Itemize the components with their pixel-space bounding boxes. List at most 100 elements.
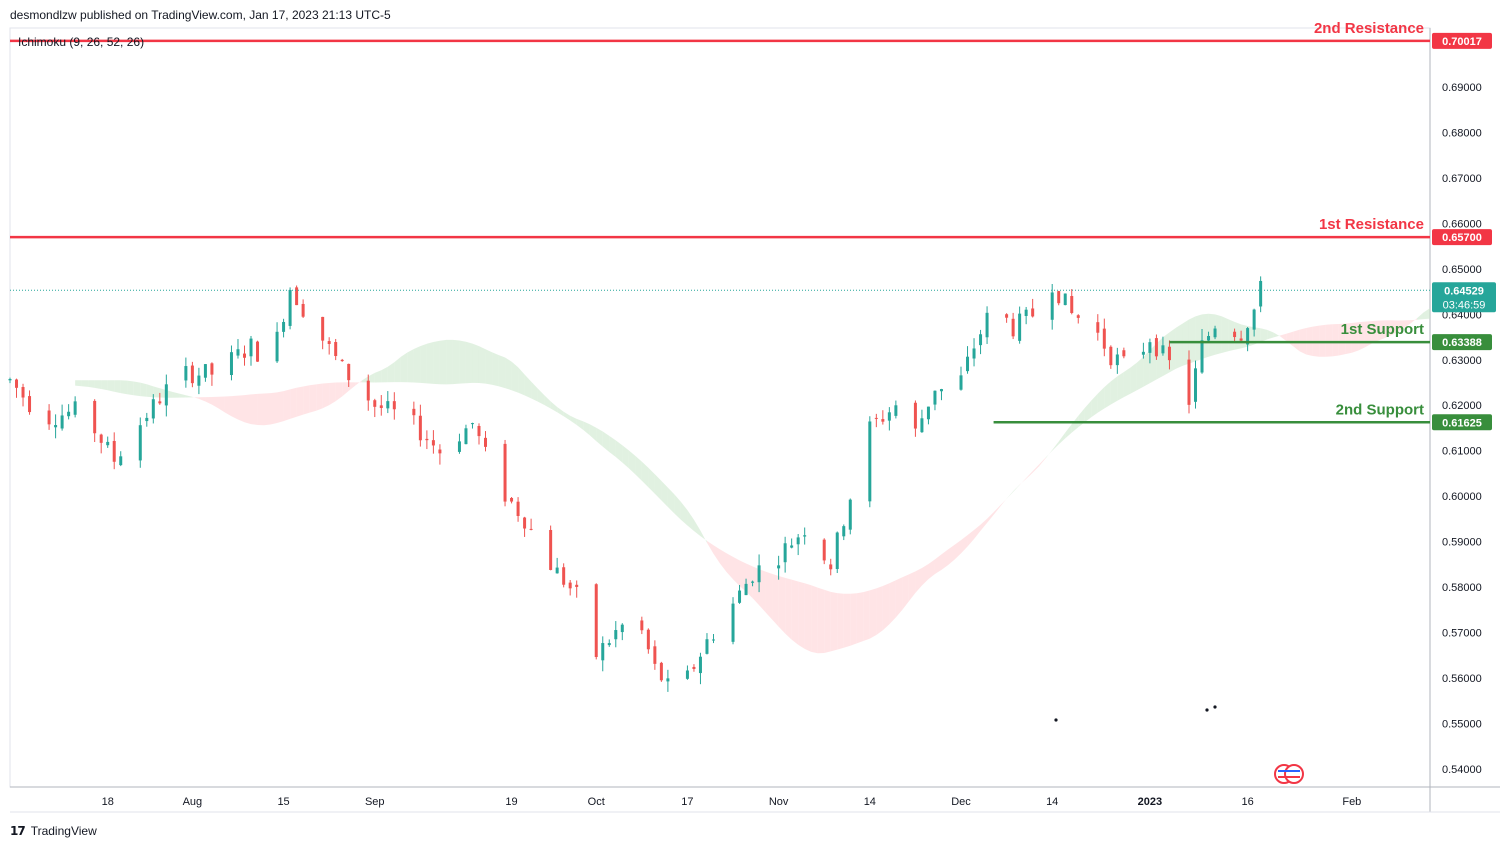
candle-body xyxy=(523,517,527,529)
candle-body xyxy=(659,662,663,681)
ichimoku-cloud-segment xyxy=(381,366,388,383)
candle-body xyxy=(373,400,377,407)
ichimoku-cloud-segment xyxy=(88,380,95,388)
ichimoku-cloud-segment xyxy=(231,395,238,420)
ichimoku-cloud-segment xyxy=(1332,323,1339,357)
candle-body xyxy=(1096,322,1100,333)
candle-body xyxy=(1239,338,1243,341)
ichimoku-cloud-segment xyxy=(166,390,173,398)
candle-body xyxy=(666,678,670,682)
ichimoku-cloud-segment xyxy=(889,580,896,625)
ichimoku-cloud-segment xyxy=(374,370,382,383)
candle-body xyxy=(692,666,696,669)
ichimoku-cloud-segment xyxy=(674,494,681,520)
ichimoku-cloud-segment xyxy=(368,372,375,383)
candle-body xyxy=(197,375,201,386)
ichimoku-cloud-segment xyxy=(811,585,818,654)
level-price-tag xyxy=(1432,334,1492,351)
candle-body xyxy=(386,401,390,409)
candle-body xyxy=(868,421,872,502)
candle-body xyxy=(1233,331,1237,338)
ichimoku-cloud-segment xyxy=(993,505,1001,515)
candle-body xyxy=(1213,328,1217,338)
ichimoku-cloud-segment xyxy=(1410,318,1417,324)
ichimoku-cloud-segment xyxy=(1175,323,1183,369)
candle-body xyxy=(438,449,442,454)
candle-body xyxy=(392,401,396,410)
candle-body xyxy=(972,348,976,359)
ichimoku-cloud-segment xyxy=(1032,464,1040,473)
ichimoku-cloud-segment xyxy=(1351,322,1359,353)
ichimoku-cloud-segment xyxy=(837,593,844,650)
ichimoku-cloud-segment xyxy=(726,553,734,580)
ichimoku-cloud-segment xyxy=(329,382,336,406)
ichimoku-cloud-segment xyxy=(531,381,538,402)
ichimoku-cloud-segment xyxy=(492,352,499,387)
ichimoku-cloud-segment xyxy=(1377,320,1385,341)
candle-body xyxy=(568,582,572,589)
ichimoku-cloud-segment xyxy=(159,388,167,398)
event-marker-dot xyxy=(1054,718,1058,722)
ichimoku-cloud-segment xyxy=(348,382,356,391)
candle-body xyxy=(757,565,761,583)
candle-body xyxy=(295,287,299,306)
candle-body xyxy=(431,440,435,446)
candle-body xyxy=(457,441,461,452)
candle-body xyxy=(229,352,233,376)
y-tick-label: 0.54000 xyxy=(1442,764,1482,776)
x-tick-label: 16 xyxy=(1241,796,1253,808)
level-label: 2nd Resistance xyxy=(1314,20,1424,37)
ichimoku-cloud-segment xyxy=(1169,327,1176,373)
ichimoku-cloud-segment xyxy=(146,384,154,398)
x-tick-label: Oct xyxy=(588,796,605,808)
candle-body xyxy=(731,603,735,642)
candle-body xyxy=(601,643,605,661)
candle-body xyxy=(1194,368,1198,402)
candle-body xyxy=(256,341,260,362)
candle-body xyxy=(711,639,715,641)
tradingview-logo-icon: 17 xyxy=(10,824,26,838)
ichimoku-cloud-segment xyxy=(1416,312,1424,320)
candle-body xyxy=(783,543,787,563)
ichimoku-cloud-segment xyxy=(1260,328,1268,342)
ichimoku-cloud-segment xyxy=(752,566,760,606)
x-tick-label: 19 xyxy=(505,796,517,808)
ichimoku-cloud-segment xyxy=(251,393,258,426)
ichimoku-cloud-segment xyxy=(537,388,545,405)
candle-body xyxy=(340,359,344,362)
ichimoku-cloud-segment xyxy=(1293,329,1300,352)
last-price-value: 0.64529 xyxy=(1444,285,1484,297)
candle-body xyxy=(594,584,598,657)
ichimoku-cloud-segment xyxy=(75,380,82,387)
candle-body xyxy=(790,545,794,548)
last-price-countdown: 03:46:59 xyxy=(1443,299,1486,311)
ichimoku-cloud-segment xyxy=(439,339,447,385)
ichimoku-cloud-segment xyxy=(895,577,903,618)
level-label: 2nd Support xyxy=(1336,401,1424,418)
ichimoku-cloud-segment xyxy=(954,540,962,560)
ichimoku-cloud-segment xyxy=(1097,387,1105,413)
ichimoku-cloud-segment xyxy=(446,339,453,385)
ichimoku-cloud-segment xyxy=(824,589,831,654)
ichimoku-cloud-segment xyxy=(778,576,786,634)
ichimoku-cloud-segment xyxy=(1136,356,1144,391)
y-tick-label: 0.62000 xyxy=(1442,400,1482,412)
ichimoku-cloud-segment xyxy=(1423,308,1430,320)
ichimoku-cloud-segment xyxy=(218,396,225,413)
candle-body xyxy=(158,401,162,404)
candle-body xyxy=(236,349,240,356)
ichimoku-cloud-segment xyxy=(244,394,252,425)
candle-body xyxy=(620,624,624,633)
ichimoku-cloud-segment xyxy=(1364,321,1372,348)
x-tick-label: 15 xyxy=(277,796,289,808)
footer-brand[interactable]: TradingView xyxy=(30,824,97,838)
ichimoku-cloud-segment xyxy=(1156,337,1163,380)
candle-body xyxy=(887,412,891,421)
ichimoku-cloud-segment xyxy=(1026,471,1033,479)
ichimoku-cloud-segment xyxy=(720,549,727,572)
ichimoku-cloud-segment xyxy=(81,380,89,387)
ichimoku-cloud-segment xyxy=(746,563,753,599)
candle-body xyxy=(549,529,553,570)
ichimoku-cloud-segment xyxy=(452,339,460,385)
